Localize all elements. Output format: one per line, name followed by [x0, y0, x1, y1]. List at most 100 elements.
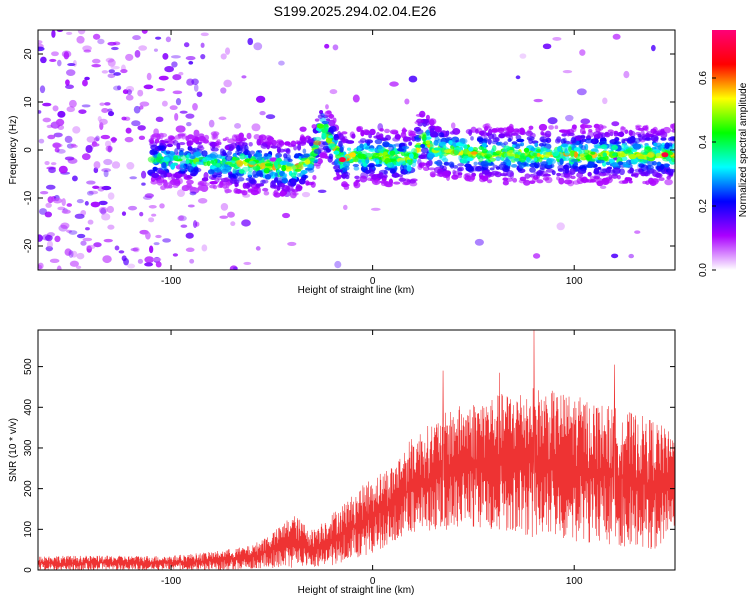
spectrogram-noise-blob: [188, 61, 194, 65]
spectrogram-signal-blob: [327, 114, 335, 119]
spectrogram-signal-blob: [571, 124, 577, 130]
spectrogram-noise-blob: [125, 127, 132, 134]
spectrogram-signal-blob: [529, 167, 536, 173]
spectrogram-signal-blob: [364, 139, 374, 144]
spectrogram-signal-blob: [238, 169, 245, 174]
spectrogram-signal-blob: [190, 169, 198, 177]
spectrogram-signal-blob: [621, 143, 626, 150]
colorbar-label: Normalized spectral amplitude: [738, 82, 749, 217]
spectrogram-noise-blob: [172, 74, 182, 81]
spectrogram-signal-blob: [624, 129, 629, 134]
spectrogram-signal-blob: [195, 161, 203, 165]
spectrogram-signal-blob: [160, 172, 168, 178]
spectrogram-signal-blob: [176, 142, 181, 150]
spectrogram-noise-blob: [66, 229, 73, 233]
spectrogram-noise-blob: [218, 116, 227, 121]
spectrogram-noise-blob: [186, 121, 192, 127]
spectrogram-signal-blob: [360, 129, 365, 137]
spectrogram-signal-blob: [243, 149, 251, 156]
spectrogram-signal-blob: [285, 185, 294, 192]
spectrogram-noise-blob: [53, 132, 63, 138]
spectrogram-x-tick-label: 100: [566, 276, 583, 287]
spectrogram-noise-blob: [45, 234, 53, 242]
spectrogram-signal-blob: [406, 165, 412, 172]
spectrogram-noise-blob: [474, 238, 484, 246]
spectrogram-signal-blob: [313, 148, 322, 155]
spectrogram-signal-blob: [542, 173, 551, 177]
spectrogram-signal-blob: [616, 174, 621, 180]
spectrogram-noise-blob: [38, 40, 43, 44]
spectrogram-signal-blob: [323, 147, 332, 154]
spectrogram-signal-blob: [559, 158, 564, 165]
spectrogram-signal-blob: [480, 166, 487, 171]
spectrogram-signal-blob: [252, 170, 257, 178]
spectrogram-signal-blob: [588, 128, 593, 133]
spectrogram-signal-blob: [389, 155, 397, 159]
spectrogram-signal-blob: [518, 164, 525, 169]
spectrogram-noise-blob: [185, 113, 195, 119]
spectrogram-noise-blob: [38, 46, 45, 52]
spectrogram-signal-blob: [638, 135, 644, 141]
spectrogram-noise-blob: [197, 198, 208, 204]
spectrogram-noise-blob: [39, 85, 46, 94]
spectrogram-noise-blob: [324, 43, 330, 49]
spectrogram-signal-blob: [657, 168, 663, 173]
spectrogram-signal-blob: [160, 185, 167, 191]
spectrogram-signal-blob: [374, 163, 382, 167]
spectrogram-signal-blob: [504, 164, 509, 171]
spectrogram-signal-blob: [408, 179, 417, 184]
spectrogram-noise-blob: [149, 245, 154, 254]
spectrogram-signal-blob: [613, 132, 619, 137]
spectrogram-signal-blob: [628, 153, 637, 160]
spectrogram-signal-blob: [152, 166, 158, 171]
spectrogram-signal-blob: [268, 169, 274, 177]
spectrogram-signal-blob: [359, 175, 368, 183]
spectrogram-signal-blob: [651, 161, 658, 166]
spectrogram-signal-blob: [316, 158, 323, 165]
spectrogram-signal-blob: [402, 181, 410, 186]
spectrogram-signal-blob: [332, 117, 337, 124]
spectrogram-noise-blob: [57, 59, 62, 67]
spectrogram-signal-blob: [199, 136, 207, 144]
spectrogram-signal-blob: [238, 132, 244, 140]
spectrogram-signal-blob: [292, 192, 299, 196]
spectrogram-signal-blob: [231, 157, 240, 161]
spectrogram-noise-blob: [148, 217, 155, 223]
spectrogram-noise-blob: [74, 213, 85, 219]
spectrogram-noise-blob: [101, 168, 112, 173]
spectrogram-signal-blob: [450, 122, 456, 129]
spectrogram-noise-blob: [158, 75, 169, 81]
spectrogram-y-tick-label: -20: [23, 238, 34, 253]
spectrogram-signal-blob: [498, 133, 506, 139]
colorbar-tick-label: 0.2: [698, 199, 709, 213]
spectrogram-signal-blob: [668, 168, 674, 176]
spectrogram-noise-blob: [121, 116, 127, 121]
spectrogram-signal-blob: [434, 126, 442, 133]
spectrogram-noise-blob: [155, 261, 162, 268]
spectrogram-signal-blob: [225, 145, 230, 150]
spectrogram-signal-blob: [352, 163, 360, 167]
spectrogram-signal-blob: [647, 177, 655, 185]
spectrogram-noise-blob: [153, 242, 160, 246]
spectrogram-signal-blob: [635, 124, 642, 128]
spectrogram-signal-blob: [590, 151, 596, 155]
spectrogram-signal-blob: [295, 184, 303, 192]
spectrogram-signal-blob: [518, 179, 527, 184]
spectrogram-noise-blob: [38, 234, 43, 242]
spectrogram-signal-blob: [224, 161, 233, 165]
spectrogram-signal-blob: [425, 160, 431, 168]
spectrogram-signal-blob: [389, 150, 396, 156]
spectrogram-signal-blob: [378, 133, 384, 139]
spectrogram-noise-blob: [65, 79, 70, 86]
spectrogram-noise-blob: [76, 252, 85, 260]
spectrogram-signal-blob: [567, 179, 575, 187]
spectrogram-y-tick-label: 10: [23, 96, 34, 108]
spectrogram-signal-blob: [374, 138, 383, 145]
spectrogram-signal-blob: [337, 132, 344, 140]
spectrogram-y-tick-label: 20: [23, 48, 34, 60]
spectrogram-noise-blob: [64, 135, 73, 144]
spectrogram-signal-blob: [295, 140, 300, 145]
spectrogram-signal-blob: [478, 145, 484, 150]
spectrogram-noise-blob: [145, 231, 151, 240]
spectrogram-signal-blob: [599, 168, 607, 174]
